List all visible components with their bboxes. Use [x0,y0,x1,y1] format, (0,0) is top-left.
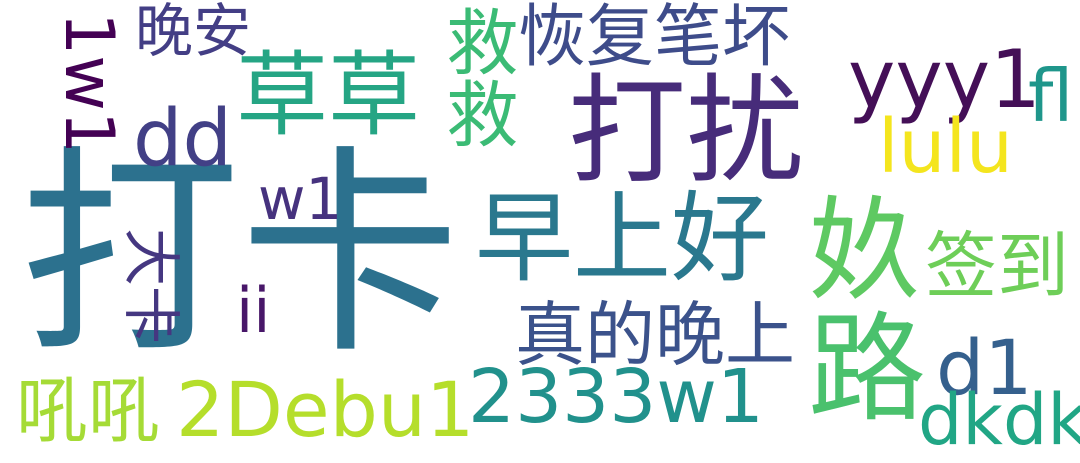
word-dd: dd [133,94,233,184]
word-fl: fl [1028,54,1074,138]
word-lu: 路 [808,300,927,438]
word-daka: 打卡 [20,127,461,383]
word-zhende: 真的晚上 [515,294,795,376]
word-1w1: 1w1 [49,12,128,155]
word-darao: 打扰 [568,62,805,200]
word-d1: d1 [936,323,1033,412]
word-qiandao: 签到 [925,224,1070,308]
word-2333w1: 2333w1 [468,354,764,440]
word-kui: 奺 [808,186,920,316]
word-w1: w1 [258,165,343,233]
word-yyy1: yyy1 [848,33,1041,126]
word-lulu: lulu [878,104,1013,190]
word-jiujiu: 救救 [434,5,518,149]
word-wanan: 晚安 [135,0,252,65]
word-debu: 2Debu1 [176,365,475,454]
word-zaoshanghao: 早上好 [475,182,770,296]
word-dake: 大卡 [117,228,185,345]
word-caocao: 草草 [236,42,421,149]
word-ii: ii [236,274,271,347]
word-houhou: 吼吼 [16,369,161,453]
word-dkdk: dkdk [918,379,1080,461]
word-huifu: 恢复笔坏 [518,0,791,77]
